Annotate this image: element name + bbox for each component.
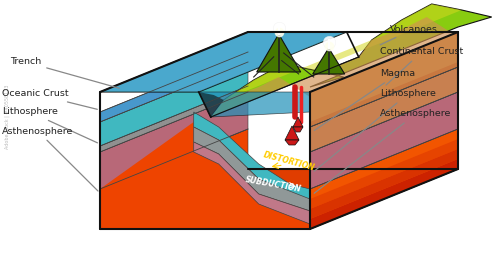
Text: Volcanoes: Volcanoes — [380, 24, 438, 45]
Polygon shape — [310, 129, 458, 229]
Polygon shape — [100, 145, 248, 213]
Polygon shape — [210, 17, 458, 122]
Polygon shape — [293, 117, 303, 127]
Polygon shape — [224, 4, 462, 100]
Polygon shape — [100, 129, 248, 229]
Polygon shape — [310, 129, 458, 199]
Polygon shape — [293, 127, 303, 132]
Polygon shape — [100, 169, 458, 229]
Polygon shape — [100, 52, 248, 122]
Polygon shape — [100, 129, 248, 197]
Polygon shape — [310, 139, 458, 209]
Text: Adobe Stock | #40558113: Adobe Stock | #40558113 — [4, 85, 10, 149]
Polygon shape — [194, 112, 310, 199]
Polygon shape — [100, 32, 346, 92]
Polygon shape — [194, 142, 310, 224]
Polygon shape — [100, 153, 248, 221]
Text: Trench: Trench — [10, 58, 120, 88]
Polygon shape — [310, 149, 458, 219]
Polygon shape — [194, 127, 310, 211]
Text: DISTORTION: DISTORTION — [262, 150, 316, 172]
Polygon shape — [100, 62, 248, 146]
Polygon shape — [100, 161, 248, 229]
Polygon shape — [310, 92, 458, 189]
Polygon shape — [100, 169, 458, 229]
Polygon shape — [285, 126, 299, 140]
Polygon shape — [310, 67, 458, 152]
Polygon shape — [285, 140, 299, 145]
Polygon shape — [310, 32, 458, 127]
Text: Asthenosphere: Asthenosphere — [314, 109, 452, 193]
Text: Lithosphere: Lithosphere — [2, 107, 98, 143]
Polygon shape — [100, 122, 310, 229]
Polygon shape — [198, 92, 310, 117]
Polygon shape — [100, 32, 346, 92]
Text: Asthenosphere: Asthenosphere — [2, 126, 98, 191]
Polygon shape — [256, 34, 300, 72]
Polygon shape — [100, 92, 248, 189]
Polygon shape — [210, 4, 492, 117]
Polygon shape — [100, 86, 248, 152]
Text: Oceanic Crust: Oceanic Crust — [2, 89, 98, 109]
Polygon shape — [310, 159, 458, 229]
Text: Continental Crust: Continental Crust — [380, 48, 463, 85]
Polygon shape — [100, 137, 248, 205]
Polygon shape — [312, 48, 344, 74]
Text: Lithosphere: Lithosphere — [314, 89, 436, 171]
Text: SUBDUCTION: SUBDUCTION — [245, 175, 302, 193]
Text: Magma: Magma — [314, 69, 415, 131]
Polygon shape — [198, 92, 224, 117]
